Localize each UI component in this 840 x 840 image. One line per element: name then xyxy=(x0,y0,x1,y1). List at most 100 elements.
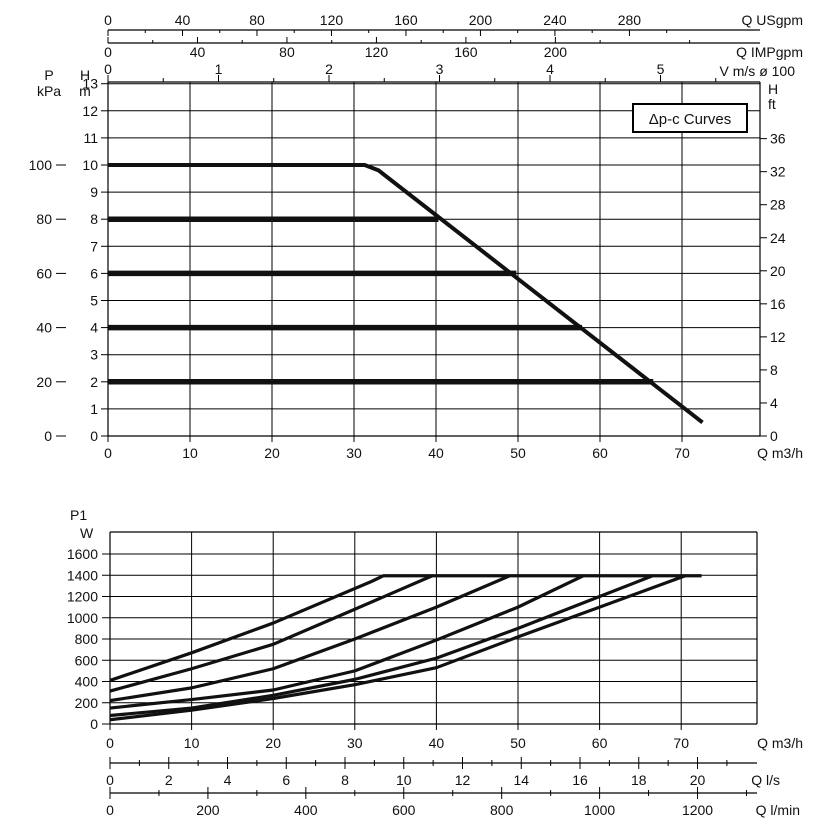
ls-axis-tick-label: 14 xyxy=(513,772,529,788)
x-axis-tick-label: 40 xyxy=(429,735,445,751)
legend-box xyxy=(632,103,748,133)
x-axis-tick-label: 60 xyxy=(592,445,608,461)
velocity-tick-label: 0 xyxy=(104,61,112,77)
p1-axis-title: P1 xyxy=(70,507,87,523)
ft-axis-tick-label: 24 xyxy=(770,230,786,246)
velocity-tick-label: 5 xyxy=(657,61,665,77)
lmin-axis-label: Q l/min xyxy=(756,802,800,818)
usgpm-tick-label: 240 xyxy=(543,12,567,28)
usgpm-tick-label: 160 xyxy=(394,12,418,28)
usgpm-tick-label: 80 xyxy=(249,12,265,28)
impgpm-tick-label: 120 xyxy=(365,44,389,60)
ft-axis-tick-label: 0 xyxy=(770,428,778,444)
x-axis-tick-label: 20 xyxy=(265,735,281,751)
power-curve-min xyxy=(109,574,686,722)
ft-axis-tick-label: 32 xyxy=(770,164,786,180)
ft-axis-tick-label: 28 xyxy=(770,197,786,213)
ls-axis-tick-label: 0 xyxy=(106,772,114,788)
impgpm-tick-label: 200 xyxy=(544,44,568,60)
h-axis-tick-label: 10 xyxy=(82,157,98,173)
x-axis-tick-label: 30 xyxy=(346,445,362,461)
p-axis-tick-label: 100 xyxy=(29,157,53,173)
p-axis-tick-label: 80 xyxy=(36,211,52,227)
velocity-tick-label: 3 xyxy=(436,61,444,77)
h-axis-tick-label: 13 xyxy=(82,76,98,92)
ls-axis-tick-label: 12 xyxy=(455,772,471,788)
p1-axis-tick-label: 1600 xyxy=(67,546,98,562)
ls-axis-tick-label: 2 xyxy=(165,772,173,788)
head-flow-chart: 012345678910111213020406080100PkPaHm0481… xyxy=(29,12,803,461)
impgpm-tick-label: 0 xyxy=(104,44,112,60)
x-axis-tick-label: 0 xyxy=(104,445,112,461)
x-axis-tick-label: 30 xyxy=(347,735,363,751)
p1-axis-tick-label: 600 xyxy=(75,652,99,668)
usgpm-axis-label: Q USgpm xyxy=(742,12,803,28)
h-axis-tick-label: 8 xyxy=(90,211,98,227)
ft-axis-unit: ft xyxy=(768,96,776,112)
ft-axis-tick-label: 8 xyxy=(770,362,778,378)
ft-axis-tick-label: 36 xyxy=(770,131,786,147)
p-axis-tick-label: 0 xyxy=(44,428,52,444)
x-axis-tick-label: 10 xyxy=(184,735,200,751)
ft-axis-tick-label: 12 xyxy=(770,329,786,345)
h-axis-tick-label: 12 xyxy=(82,103,98,119)
curve-10m xyxy=(108,163,704,425)
impgpm-tick-label: 40 xyxy=(190,44,206,60)
p1-axis-tick-label: 1200 xyxy=(67,589,98,605)
lmin-axis-tick-label: 1000 xyxy=(584,802,615,818)
x-axis-tick-label: 70 xyxy=(673,735,689,751)
ls-axis-tick-label: 8 xyxy=(341,772,349,788)
x-axis-tick-label: 40 xyxy=(428,445,444,461)
h-axis-tick-label: 4 xyxy=(90,320,98,336)
lmin-axis-tick-label: 1200 xyxy=(682,802,713,818)
impgpm-axis-label: Q IMPgpm xyxy=(736,44,803,60)
x-axis-tick-label: 0 xyxy=(106,735,114,751)
x-axis-tick-label: 60 xyxy=(592,735,608,751)
h-axis-tick-label: 0 xyxy=(90,428,98,444)
velocity-tick-label: 2 xyxy=(325,61,333,77)
ls-axis-tick-label: 16 xyxy=(572,772,588,788)
h-axis-unit: m xyxy=(79,83,91,99)
velocity-axis-label: V m/s ø 100 xyxy=(720,63,796,79)
impgpm-tick-label: 80 xyxy=(279,44,295,60)
p1-axis-tick-label: 800 xyxy=(75,631,99,647)
p-axis-tick-label: 40 xyxy=(36,320,52,336)
h-axis-title: H xyxy=(80,67,90,83)
h-axis-tick-label: 6 xyxy=(90,265,98,281)
ft-axis-tick-label: 16 xyxy=(770,296,786,312)
p1-axis-tick-label: 0 xyxy=(90,716,98,732)
power-curve-6m xyxy=(109,574,511,703)
power-curve-10m xyxy=(109,574,702,682)
x-axis-tick-label: 20 xyxy=(264,445,280,461)
x-axis-tick-label: 70 xyxy=(674,445,690,461)
ls-axis-label: Q l/s xyxy=(751,772,780,788)
power-curve-8m xyxy=(109,574,433,693)
h-axis-tick-label: 3 xyxy=(90,347,98,363)
x-axis-tick-label: 50 xyxy=(510,445,526,461)
velocity-tick-label: 1 xyxy=(215,61,223,77)
power-curve-2m xyxy=(109,574,654,718)
velocity-tick-label: 4 xyxy=(546,61,554,77)
h-axis-tick-label: 1 xyxy=(90,401,98,417)
ls-axis-tick-label: 4 xyxy=(224,772,232,788)
h-axis-tick-label: 11 xyxy=(83,130,98,146)
lmin-axis-tick-label: 600 xyxy=(392,802,416,818)
chart-title: Δp-c Curves xyxy=(649,111,732,128)
p-axis-unit: kPa xyxy=(37,83,61,99)
x-axis-tick-label: 10 xyxy=(182,445,198,461)
ls-axis-tick-label: 10 xyxy=(396,772,412,788)
p1-axis-unit: W xyxy=(80,525,94,541)
lmin-axis-tick-label: 800 xyxy=(490,802,514,818)
ft-axis-tick-label: 20 xyxy=(770,263,786,279)
h-axis-tick-label: 2 xyxy=(90,374,98,390)
power-curve-4m xyxy=(109,574,584,710)
p-axis-tick-label: 60 xyxy=(36,265,52,281)
ft-axis-tick-label: 4 xyxy=(770,395,778,411)
usgpm-tick-label: 40 xyxy=(175,12,191,28)
h-axis-tick-label: 5 xyxy=(90,293,98,309)
usgpm-tick-label: 120 xyxy=(320,12,344,28)
ls-axis-tick-label: 18 xyxy=(631,772,647,788)
x-axis-tick-label: 50 xyxy=(510,735,526,751)
